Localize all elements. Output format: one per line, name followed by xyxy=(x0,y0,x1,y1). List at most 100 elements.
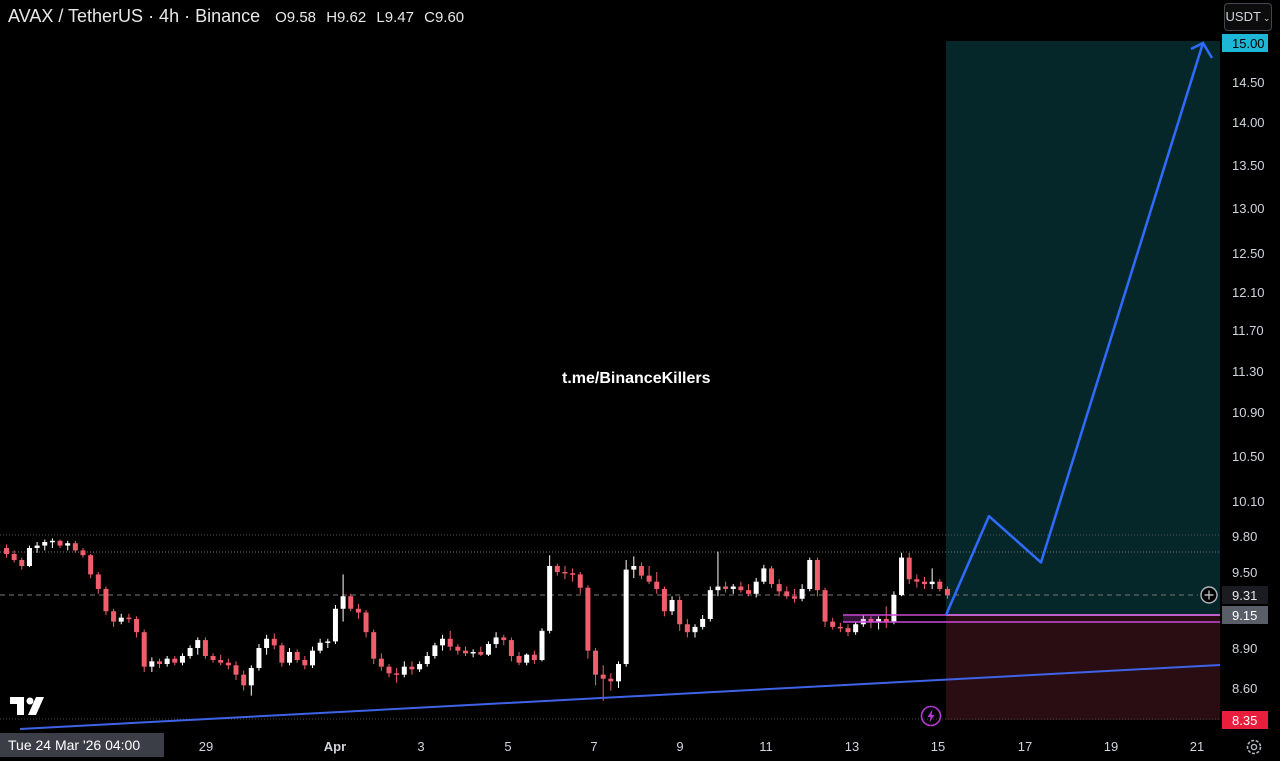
price-tick-label: 12.10 xyxy=(1232,285,1265,300)
candle-body xyxy=(700,618,706,627)
candle-body xyxy=(195,640,201,648)
time-tick-label: Apr xyxy=(324,739,346,754)
candle-body xyxy=(730,586,736,589)
candle-body xyxy=(95,574,101,589)
candle-body xyxy=(271,638,277,646)
candle-body xyxy=(111,611,117,622)
candle-body xyxy=(929,581,935,585)
entry-zone-box xyxy=(843,615,878,622)
candle-body xyxy=(478,652,484,655)
price-badge-label: 8.35 xyxy=(1232,713,1257,728)
candle-body xyxy=(914,579,920,582)
candles xyxy=(4,538,950,701)
candle-body xyxy=(149,661,155,667)
candle-body xyxy=(906,557,912,580)
candle-body xyxy=(608,678,614,682)
candle-body xyxy=(4,548,9,554)
candle-body xyxy=(677,600,683,625)
candle-body xyxy=(654,581,660,589)
candle-body xyxy=(241,674,247,686)
high-value: H9.62 xyxy=(326,9,367,26)
add-alert-icon[interactable] xyxy=(1198,584,1220,606)
candle-body xyxy=(707,590,713,619)
time-tick-label: 29 xyxy=(199,739,213,754)
candle-body xyxy=(723,586,729,589)
candle-body xyxy=(485,644,491,655)
candle-body xyxy=(585,587,591,651)
candle-body xyxy=(600,674,606,679)
candle-body xyxy=(944,588,950,595)
candle-body xyxy=(340,596,346,609)
time-tick-label: 19 xyxy=(1104,739,1118,754)
candle-body xyxy=(776,584,782,592)
candle-body xyxy=(501,637,507,641)
candle-body xyxy=(264,638,270,648)
candle-body xyxy=(332,608,338,642)
candle-body xyxy=(302,660,308,666)
price-badge-label: 9.15 xyxy=(1232,608,1257,623)
candle-body xyxy=(355,608,361,613)
candle-body xyxy=(876,618,882,622)
candle-body xyxy=(103,588,109,612)
candle-body xyxy=(424,656,430,664)
candle-body xyxy=(141,632,147,667)
candle-body xyxy=(233,665,239,675)
candle-body xyxy=(791,596,797,599)
time-tick-label: 13 xyxy=(845,739,859,754)
ascending-trendline xyxy=(19,664,1221,730)
candle-body xyxy=(126,617,132,620)
candle-body xyxy=(539,630,545,660)
price-badge xyxy=(1222,606,1268,624)
time-tick-label: 5 xyxy=(504,739,511,754)
candle-body xyxy=(562,572,568,574)
watermark-text: t.me/BinanceKillers xyxy=(562,370,711,387)
time-tick-label: 21 xyxy=(1190,739,1204,754)
low-value: L9.47 xyxy=(376,9,414,26)
candle-body xyxy=(937,581,943,589)
candle-body xyxy=(455,646,461,651)
symbol-title: AVAX / TetherUS · 4h · Binance xyxy=(8,6,261,26)
candle-body xyxy=(202,640,208,656)
projection-arrowhead xyxy=(1190,41,1214,59)
profit-zone xyxy=(946,41,1220,615)
close-value: C9.60 xyxy=(424,9,465,26)
candle-body xyxy=(172,658,178,663)
candle-body xyxy=(547,566,553,631)
lightning-icon[interactable] xyxy=(920,705,942,727)
chevron-down-icon: ⌄ xyxy=(1262,13,1271,23)
candle-body xyxy=(623,569,629,664)
price-tick-label: 11.30 xyxy=(1232,364,1264,379)
candle-body xyxy=(26,548,32,566)
candle-body xyxy=(447,638,453,647)
candle-body xyxy=(616,664,621,682)
candle-body xyxy=(279,645,285,663)
candle-body xyxy=(661,588,667,612)
candle-body xyxy=(837,626,843,629)
price-tick-label: 9.50 xyxy=(1232,565,1257,580)
candle-body xyxy=(493,637,499,645)
candle-body xyxy=(669,600,675,612)
candle-body xyxy=(88,555,94,575)
currency-dropdown[interactable]: USDT ⌄ xyxy=(1224,3,1272,31)
time-tick-label: 17 xyxy=(1018,739,1032,754)
price-tick-label: 11.70 xyxy=(1232,323,1264,338)
projection-path xyxy=(944,42,1205,616)
candle-body xyxy=(386,666,392,674)
candle-body xyxy=(830,621,836,627)
candle-body xyxy=(922,581,927,585)
candle-body xyxy=(822,590,828,622)
open-value: O9.58 xyxy=(275,9,317,26)
tradingview-logo-icon xyxy=(10,697,44,715)
candle-body xyxy=(401,666,407,675)
settings-gear-icon[interactable] xyxy=(1244,737,1264,757)
price-tick-label: 10.10 xyxy=(1232,494,1265,509)
candle-body xyxy=(218,660,224,663)
price-tick-label: 8.60 xyxy=(1232,681,1257,696)
candle-body xyxy=(118,617,124,622)
candle-body xyxy=(225,662,231,666)
candle-body xyxy=(210,656,216,660)
price-badge-label: 9.31 xyxy=(1232,588,1257,603)
time-tick-label: 9 xyxy=(676,739,683,754)
candle-body xyxy=(65,543,71,546)
